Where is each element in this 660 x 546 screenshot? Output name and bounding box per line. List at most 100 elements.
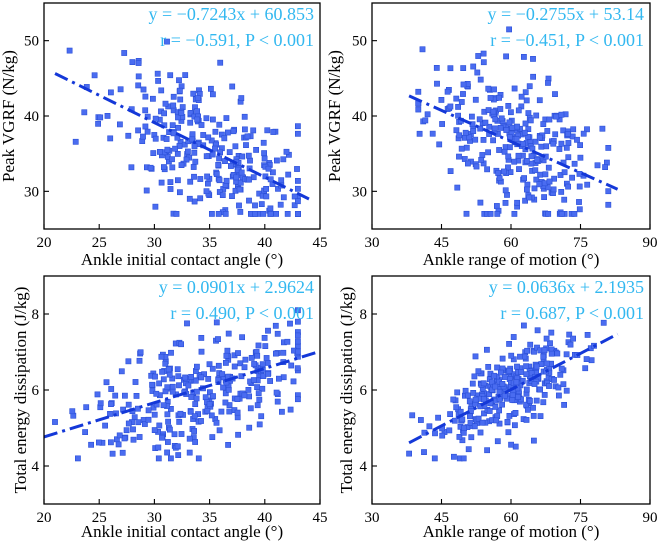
data-point xyxy=(226,408,233,415)
data-point xyxy=(533,176,540,183)
data-point xyxy=(135,73,142,80)
data-point xyxy=(556,146,563,152)
data-point xyxy=(116,432,123,439)
data-point xyxy=(450,396,457,403)
data-point xyxy=(255,390,262,397)
data-point xyxy=(466,134,473,141)
data-point xyxy=(177,96,184,103)
regression-equation: y = −0.2755x + 53.14 xyxy=(488,4,644,24)
data-point xyxy=(226,149,233,155)
data-point xyxy=(511,85,518,92)
data-point xyxy=(524,406,531,413)
data-point xyxy=(491,125,498,132)
data-point xyxy=(565,183,571,190)
data-point xyxy=(560,381,567,388)
correlation-stats: r = −0.451, P < 0.001 xyxy=(490,30,644,50)
data-point xyxy=(259,361,266,368)
chart-panel-3: 20 25 30 35 40 45 4 6 8 Ankle initial contact ang… xyxy=(11,275,328,541)
data-point xyxy=(169,388,176,395)
data-point xyxy=(52,419,58,425)
data-point xyxy=(501,148,508,155)
data-point xyxy=(506,119,513,126)
data-point xyxy=(479,419,486,426)
data-point xyxy=(432,430,438,437)
data-point xyxy=(509,124,516,131)
data-point xyxy=(81,109,88,116)
data-point xyxy=(175,373,182,380)
data-point xyxy=(523,363,529,370)
data-point xyxy=(160,376,167,383)
y-tick-label: 30 xyxy=(24,184,39,200)
data-point xyxy=(565,140,572,146)
data-point xyxy=(496,147,502,153)
data-point xyxy=(234,409,241,416)
y-tick-label: 4 xyxy=(360,459,368,475)
data-point xyxy=(173,211,180,217)
data-point xyxy=(470,128,477,134)
data-point xyxy=(439,121,445,127)
data-point xyxy=(537,171,543,178)
data-point xyxy=(480,396,487,403)
data-point xyxy=(406,450,412,457)
data-point xyxy=(600,319,607,326)
data-point xyxy=(200,132,207,138)
data-point xyxy=(543,143,550,150)
data-point xyxy=(280,349,287,356)
data-point xyxy=(72,138,79,145)
data-point xyxy=(447,411,453,417)
data-point xyxy=(169,156,175,163)
data-point xyxy=(216,177,223,184)
data-point xyxy=(484,166,490,173)
data-point xyxy=(263,355,270,361)
data-point xyxy=(439,432,446,439)
data-point xyxy=(477,125,484,132)
data-point xyxy=(189,136,196,143)
data-point xyxy=(505,103,512,109)
data-point xyxy=(108,386,115,392)
data-point xyxy=(511,211,518,217)
data-point xyxy=(472,353,479,360)
data-point xyxy=(216,121,223,128)
data-point xyxy=(514,363,520,370)
data-point xyxy=(253,147,259,153)
data-point xyxy=(118,368,125,375)
data-point xyxy=(274,398,281,405)
data-point xyxy=(493,203,500,209)
x-tick-label: 25 xyxy=(92,510,107,526)
data-point xyxy=(186,195,193,202)
data-point xyxy=(459,437,466,444)
data-point xyxy=(167,426,173,433)
data-point xyxy=(473,163,480,170)
data-point xyxy=(541,180,548,187)
data-point xyxy=(273,389,280,396)
data-point xyxy=(477,199,484,206)
y-tick-label: 30 xyxy=(352,184,367,200)
data-point xyxy=(419,46,426,53)
data-point xyxy=(242,126,248,133)
data-point xyxy=(192,158,199,165)
data-point xyxy=(531,381,538,387)
data-point xyxy=(471,373,478,380)
data-point xyxy=(485,363,492,370)
data-point xyxy=(117,121,123,128)
data-point xyxy=(151,427,158,433)
data-point xyxy=(515,394,521,400)
data-point xyxy=(244,133,251,140)
data-point xyxy=(479,152,486,158)
data-point xyxy=(108,89,114,96)
y-tick-label: 50 xyxy=(24,34,39,50)
data-point xyxy=(194,116,201,123)
data-point xyxy=(130,426,136,433)
x-tick-label: 90 xyxy=(643,235,658,251)
data-point xyxy=(209,151,216,158)
x-tick-label: 35 xyxy=(202,235,217,251)
data-point xyxy=(511,158,518,165)
data-point xyxy=(506,134,513,141)
correlation-stats: r = 0.490, P < 0.001 xyxy=(170,303,314,323)
data-point xyxy=(164,146,171,153)
data-point xyxy=(263,186,269,192)
data-point xyxy=(521,129,528,136)
data-point xyxy=(265,327,271,334)
data-point xyxy=(178,110,185,116)
data-point xyxy=(533,397,540,404)
